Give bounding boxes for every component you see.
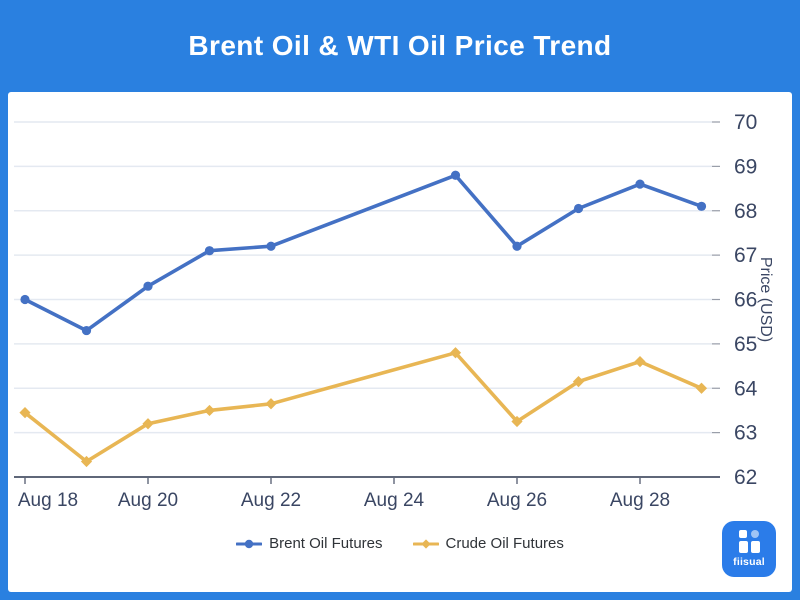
brent-oil-futures-data-point[interactable] bbox=[20, 294, 30, 305]
brent-oil-futures-legend-icon bbox=[236, 539, 263, 548]
chart-title: Brent Oil & WTI Oil Price Trend bbox=[188, 30, 612, 61]
legend-label: Crude Oil Futures bbox=[445, 535, 564, 552]
crude-oil-futures-data-point[interactable] bbox=[142, 418, 154, 430]
y-gridlines bbox=[14, 121, 712, 434]
legend-item-crude-oil-futures[interactable]: Crude Oil Futures bbox=[412, 535, 564, 552]
chart-legend: Brent Oil Futures Crude Oil Futures bbox=[8, 535, 792, 552]
y-axis-label: 62 bbox=[734, 466, 757, 489]
brent-oil-futures-data-point[interactable] bbox=[81, 325, 92, 336]
chart-card: Aug 18 Aug 20 Aug 22 Aug 24 Aug 26 Aug 28 70 69… bbox=[8, 92, 792, 592]
x-axis-label: Aug 24 bbox=[364, 490, 425, 511]
brent-oil-futures-data-point[interactable] bbox=[266, 241, 276, 251]
y-axis-label: 64 bbox=[734, 377, 758, 400]
logo-block-dot-right bbox=[751, 530, 759, 539]
brent-oil-futures-data-point[interactable] bbox=[696, 201, 707, 211]
crude-oil-futures-data-point[interactable] bbox=[265, 398, 277, 410]
x-axis: Aug 18 Aug 20 Aug 22 Aug 24 Aug 26 Aug 28 bbox=[14, 476, 720, 511]
crude-oil-futures-data-point[interactable] bbox=[449, 347, 462, 359]
logo-block-dot-left bbox=[739, 530, 747, 539]
brent-oil-futures-data-point[interactable] bbox=[450, 170, 461, 180]
legend-label: Brent Oil Futures bbox=[269, 535, 383, 552]
crude-oil-futures-data-point[interactable] bbox=[695, 382, 708, 394]
x-axis-label: Aug 22 bbox=[241, 490, 301, 511]
y-axis-label: 70 bbox=[734, 111, 757, 134]
series-brent-oil-futures bbox=[20, 170, 707, 336]
crude-oil-futures-data-point[interactable] bbox=[203, 404, 216, 417]
series-crude-oil-futures bbox=[19, 347, 708, 468]
brent-oil-futures-data-point[interactable] bbox=[204, 246, 215, 256]
y-axis-label: 63 bbox=[734, 422, 757, 445]
y-axis-label: 65 bbox=[734, 333, 757, 356]
logo-block-stem-right bbox=[750, 541, 760, 554]
x-axis-label: Aug 28 bbox=[610, 490, 670, 511]
y-axis: 70 69 68 67 66 65 64 63 62 bbox=[712, 111, 758, 489]
y-axis-label: 66 bbox=[734, 289, 757, 312]
brent-oil-futures-data-point[interactable] bbox=[573, 203, 584, 214]
price-trend-chart[interactable]: Aug 18 Aug 20 Aug 22 Aug 24 Aug 26 Aug 28 70 69… bbox=[8, 92, 792, 592]
x-axis-label: Aug 26 bbox=[487, 490, 547, 511]
logo-block-stem-left bbox=[738, 541, 748, 554]
y-axis-label: 67 bbox=[734, 244, 757, 267]
y-axis-label: 68 bbox=[734, 200, 757, 223]
brent-oil-futures-data-point[interactable] bbox=[512, 241, 522, 251]
logo-wordmark: fiisual bbox=[733, 556, 765, 569]
crude-oil-futures-data-point[interactable] bbox=[634, 356, 646, 368]
crude-oil-futures-data-point[interactable] bbox=[19, 407, 31, 419]
x-axis-label: Aug 20 bbox=[118, 490, 178, 511]
crude-oil-futures-data-point[interactable] bbox=[572, 375, 585, 388]
y-axis-label: 69 bbox=[734, 155, 757, 178]
brent-oil-futures-data-point[interactable] bbox=[635, 179, 645, 189]
legend-item-brent-oil-futures[interactable]: Brent Oil Futures bbox=[236, 535, 383, 552]
title-bar: Brent Oil & WTI Oil Price Trend bbox=[0, 0, 800, 92]
y-axis-title: Price (USD) bbox=[757, 257, 774, 342]
crude-oil-futures-data-point[interactable] bbox=[511, 415, 523, 428]
fiisual-logo-icon bbox=[738, 530, 760, 554]
crude-oil-futures-legend-icon bbox=[412, 538, 439, 549]
x-axis-label: Aug 18 bbox=[18, 490, 78, 511]
brent-oil-futures-data-point[interactable] bbox=[143, 281, 153, 291]
crude-oil-futures-data-point[interactable] bbox=[80, 455, 93, 468]
fiisual-logo[interactable]: fiisual bbox=[722, 521, 776, 577]
